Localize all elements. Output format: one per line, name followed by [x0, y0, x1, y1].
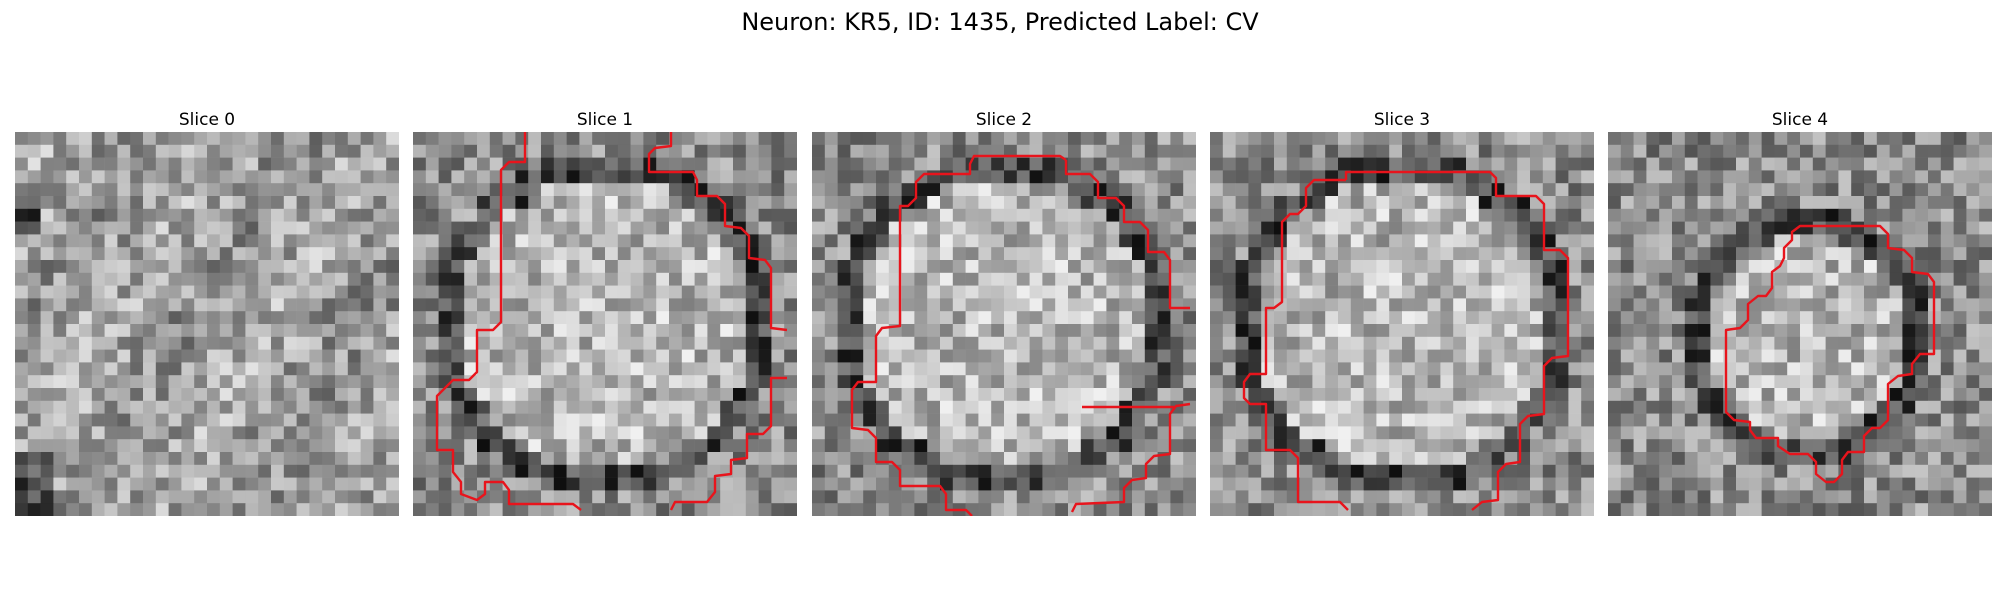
- slice-image-4: [1608, 132, 1992, 516]
- pixel-grid: [15, 132, 399, 516]
- pixel-grid: [1608, 132, 1992, 516]
- figure-title: Neuron: KR5, ID: 1435, Predicted Label: …: [741, 8, 1259, 36]
- slice-title: Slice 4: [1771, 110, 1829, 130]
- segmentation-contour: [1070, 402, 1191, 513]
- slice-panel-4: Slice 4: [1608, 108, 1992, 516]
- slice-title: Slice 1: [576, 110, 634, 130]
- slice-image-3: [1210, 132, 1594, 516]
- slice-title: Slice 2: [975, 110, 1033, 130]
- pixel-grid: [413, 132, 797, 516]
- slice-panel-3: Slice 3: [1210, 108, 1594, 516]
- pixel-grid: [812, 132, 1196, 516]
- segmentation-contour: [1064, 160, 1190, 409]
- slice-panel-0: Slice 0: [15, 108, 399, 516]
- slice-panel-2: Slice 2: [812, 108, 1196, 516]
- segmentation-contour: [647, 132, 788, 332]
- slice-title: Slice 0: [178, 110, 236, 130]
- slice-title: Slice 3: [1373, 110, 1431, 130]
- slice-image-1: [413, 132, 797, 516]
- slice-panel-1: Slice 1: [413, 108, 797, 516]
- segmentation-contour: [435, 132, 582, 511]
- segmentation-contour: [1242, 178, 1349, 511]
- slice-image-2: [812, 132, 1196, 516]
- pixel-grid: [1210, 132, 1594, 516]
- segmentation-contour: [850, 154, 1067, 516]
- segmentation-contour: [1344, 170, 1570, 511]
- slice-image-0: [15, 132, 399, 516]
- segmentation-contour: [1724, 224, 1936, 484]
- segmentation-contour: [669, 376, 787, 511]
